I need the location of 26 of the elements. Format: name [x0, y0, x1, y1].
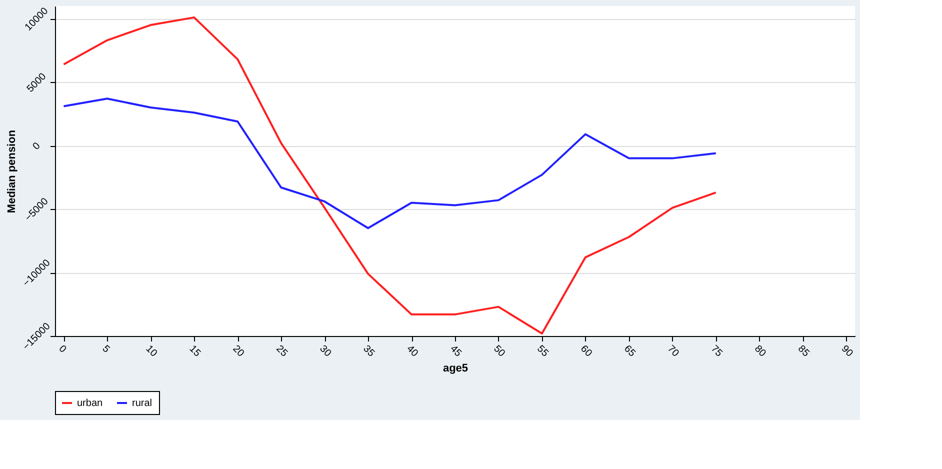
x-tick-label: 15: [186, 344, 203, 360]
x-tick-label: 25: [274, 344, 290, 360]
y-tick-label: 0: [31, 140, 44, 152]
x-tick-label: 60: [578, 344, 594, 360]
x-tick-label: 65: [622, 344, 638, 360]
legend-label: rural: [132, 398, 152, 409]
line-series: [62, 98, 717, 230]
x-tick-label: 5: [100, 344, 112, 356]
x-tick-label: 75: [708, 344, 725, 360]
legend-label: urban: [77, 398, 103, 409]
x-tick-label: 0: [56, 344, 68, 356]
x-tick-label: 80: [752, 344, 768, 360]
x-tick-label: 30: [317, 344, 334, 360]
x-tick-label: 35: [360, 344, 377, 360]
y-axis-title: Median pension: [6, 130, 18, 214]
x-tick-label: 50: [491, 344, 508, 360]
line-series: [62, 16, 717, 334]
x-tick-label: 55: [534, 344, 551, 360]
x-tick-label: 40: [404, 344, 420, 360]
x-tick-label: 85: [796, 344, 812, 360]
x-tick-label: 45: [448, 344, 464, 360]
x-tick-label: 70: [665, 344, 682, 360]
x-tick-label: 10: [143, 344, 160, 360]
x-axis-title: age5: [442, 362, 468, 374]
x-tick-label: 20: [230, 344, 246, 360]
x-tick-label: 90: [839, 344, 855, 360]
